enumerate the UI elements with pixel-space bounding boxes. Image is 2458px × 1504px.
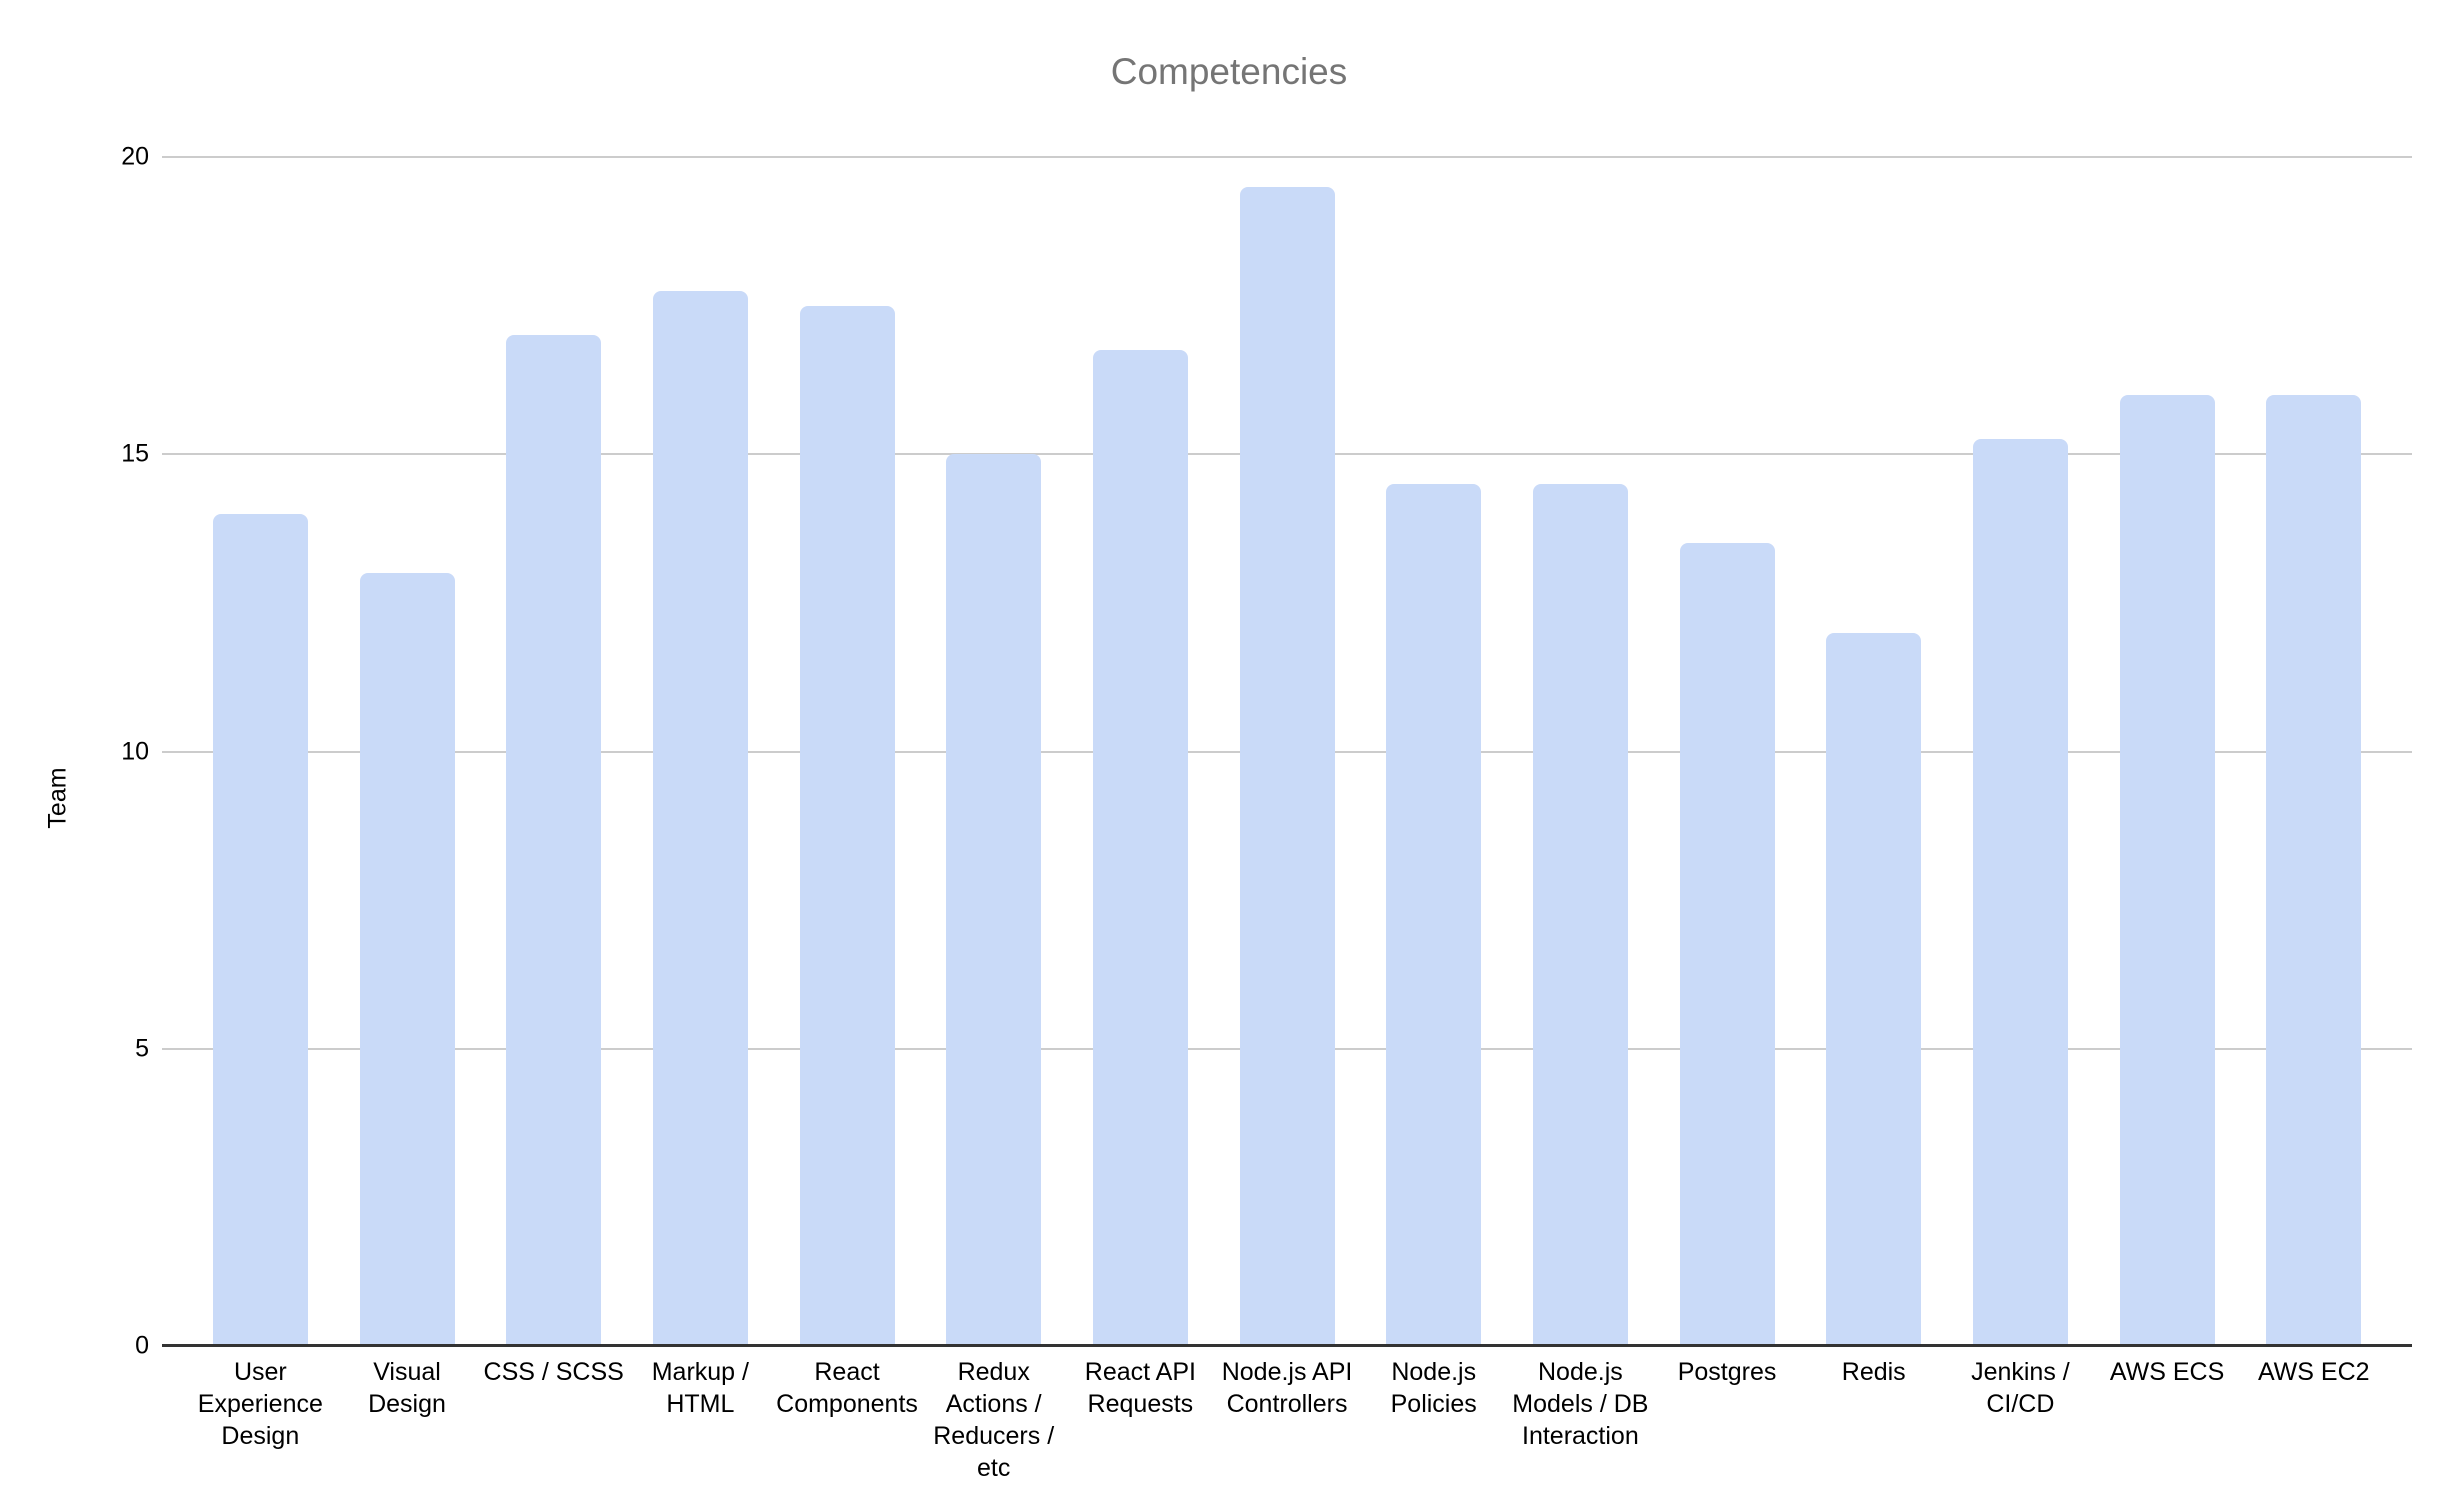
x-tick-label-react-components: React Components	[776, 1358, 918, 1418]
x-label-cell-aws-ec2: AWS EC2	[2240, 1356, 2387, 1484]
bar-slot-jenkins-ci-cd	[1947, 157, 2094, 1346]
bar-slot-react-components	[774, 157, 921, 1346]
plot-area	[162, 156, 2412, 1347]
x-tick-label-postgres: Postgres	[1677, 1358, 1777, 1386]
x-tick-label-node-js-api-controllers: Node.js API Controllers	[1221, 1358, 1353, 1418]
x-label-cell-redux-actions-reducers-etc: Redux Actions / Reducers / etc	[920, 1356, 1067, 1484]
x-axis-line	[162, 1344, 2412, 1347]
bar-slot-markup-html	[627, 157, 774, 1346]
x-label-cell-redis: Redis	[1800, 1356, 1947, 1484]
bar-node-js-policies	[1386, 483, 1482, 1346]
x-label-cell-user-experience-design: User Experience Design	[187, 1356, 334, 1484]
x-label-cell-aws-ecs: AWS ECS	[2094, 1356, 2241, 1484]
x-axis-labels: User Experience Design Visual Design CSS /…	[162, 1356, 2412, 1484]
bar-slot-postgres	[1654, 157, 1801, 1346]
x-tick-label-visual-design: Visual Design	[368, 1358, 446, 1418]
x-tick-label-jenkins-ci-cd: Jenkins / CI/CD	[1971, 1358, 2070, 1418]
bar-redux-actions-reducers-etc	[946, 454, 1042, 1346]
y-tick-label-15: 15	[121, 439, 149, 468]
x-label-cell-node-js-policies: Node.js Policies	[1360, 1356, 1507, 1484]
bar-user-experience-design	[212, 513, 308, 1346]
y-tick-label-20: 20	[121, 142, 149, 171]
x-label-cell-visual-design: Visual Design	[334, 1356, 481, 1484]
bar-aws-ecs	[2119, 394, 2215, 1346]
x-label-cell-postgres: Postgres	[1654, 1356, 1801, 1484]
bar-slot-node-js-api-controllers	[1214, 157, 1361, 1346]
y-tick-label-5: 5	[135, 1034, 149, 1063]
bar-redis	[1826, 632, 1922, 1346]
x-tick-label-css-scss: CSS / SCSS	[483, 1358, 624, 1386]
bars	[162, 157, 2412, 1346]
bar-slot-node-js-policies	[1360, 157, 1507, 1346]
x-tick-label-redis: Redis	[1841, 1358, 1906, 1386]
bar-slot-redis	[1800, 157, 1947, 1346]
x-tick-label-redux-actions-reducers-etc: Redux Actions / Reducers / etc	[933, 1358, 1055, 1482]
bar-slot-react-api-requests	[1067, 157, 1214, 1346]
gridline-20	[162, 156, 2412, 158]
bar-slot-user-experience-design	[187, 157, 334, 1346]
bar-markup-html	[652, 290, 748, 1346]
bar-postgres	[1679, 543, 1775, 1346]
bar-slot-css-scss	[480, 157, 627, 1346]
chart-title: Competencies	[1110, 51, 1348, 92]
x-tick-label-node-js-models-db-interaction: Node.js Models / DB Interaction	[1512, 1358, 1649, 1450]
x-label-cell-jenkins-ci-cd: Jenkins / CI/CD	[1947, 1356, 2094, 1484]
bar-visual-design	[359, 573, 455, 1346]
bar-css-scss	[506, 335, 602, 1346]
x-label-cell-react-api-requests: React API Requests	[1067, 1356, 1214, 1484]
bar-slot-redux-actions-reducers-etc	[920, 157, 1067, 1346]
bar-slot-visual-design	[334, 157, 481, 1346]
bar-react-components	[799, 305, 895, 1346]
bar-aws-ec2	[2266, 394, 2362, 1346]
x-label-cell-css-scss: CSS / SCSS	[480, 1356, 627, 1484]
x-label-cell-node-js-api-controllers: Node.js API Controllers	[1214, 1356, 1361, 1484]
bar-slot-node-js-models-db-interaction	[1507, 157, 1654, 1346]
x-tick-label-node-js-policies: Node.js Policies	[1390, 1358, 1477, 1418]
x-label-cell-node-js-models-db-interaction: Node.js Models / DB Interaction	[1507, 1356, 1654, 1484]
x-tick-label-markup-html: Markup / HTML	[651, 1358, 749, 1418]
bar-node-js-models-db-interaction	[1532, 483, 1628, 1346]
x-tick-label-aws-ecs: AWS ECS	[2109, 1358, 2225, 1386]
bar-slot-aws-ec2	[2240, 157, 2387, 1346]
bar-slot-aws-ecs	[2094, 157, 2241, 1346]
x-tick-label-aws-ec2: AWS EC2	[2257, 1358, 2370, 1386]
y-tick-label-0: 0	[135, 1331, 149, 1360]
bar-react-api-requests	[1092, 350, 1188, 1346]
y-tick-label-10: 10	[121, 737, 149, 765]
x-tick-label-react-api-requests: React API Requests	[1084, 1358, 1196, 1418]
y-axis-ticks: 0 5 10 15 20	[0, 143, 149, 1360]
x-label-cell-react-components: React Components	[774, 1356, 921, 1484]
x-label-cell-markup-html: Markup / HTML	[627, 1356, 774, 1484]
bar-jenkins-ci-cd	[1972, 439, 2068, 1346]
x-tick-label-user-experience-design: User Experience Design	[197, 1358, 323, 1450]
bar-node-js-api-controllers	[1239, 186, 1335, 1346]
